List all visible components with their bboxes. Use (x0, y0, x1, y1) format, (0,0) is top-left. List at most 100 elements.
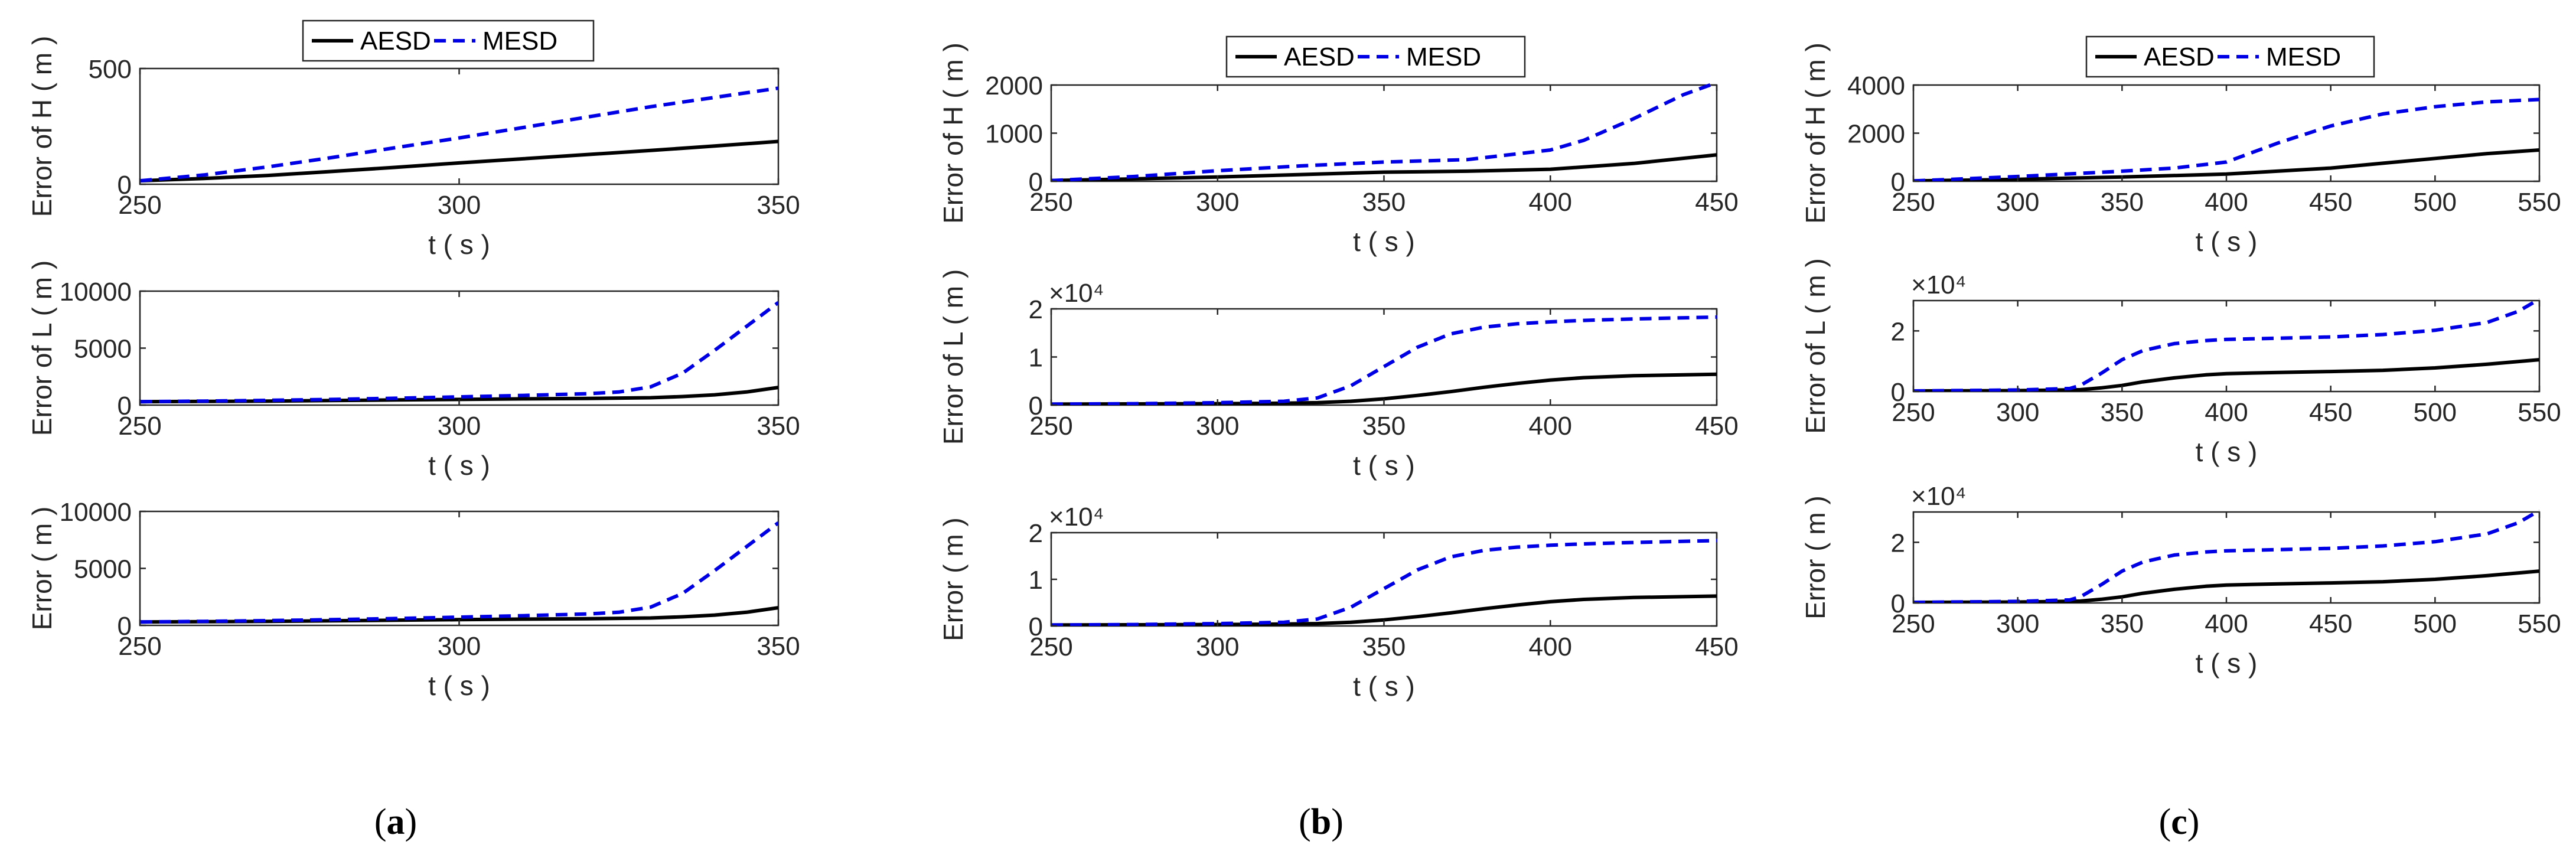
y-axis-label: Error of H ( m ) (27, 36, 57, 217)
y-axis-label: Error of L ( m ) (1800, 258, 1831, 433)
y-tick-label: 0 (118, 171, 132, 200)
x-axis-label: t ( s ) (2196, 648, 2258, 679)
x-tick-label: 350 (757, 191, 800, 220)
y-tick-label: 500 (89, 55, 132, 84)
subplot-a-1: 250 300 350 0 5000 10000 t ( s ) Error of L ( m… (27, 260, 800, 481)
legend-mesd-label: MESD (1406, 43, 1481, 71)
x-tick-label: 450 (1695, 632, 1738, 661)
plot-area (139, 290, 780, 406)
y-tick-label: 10000 (60, 498, 132, 527)
x-tick-label: 350 (1362, 632, 1406, 661)
subplot-c-6: 250 300 350 400 450 500 550 0 2000 4000 t ( s ) Err… (1800, 43, 2561, 257)
x-tick-label: 250 (1029, 632, 1072, 661)
x-tick-label: 300 (438, 632, 481, 661)
subplot-c-8: 250 300 350 400 450 500 550 0 2×10⁴ t ( s ) Error … (1800, 482, 2561, 679)
x-tick-label: 250 (1892, 609, 1935, 638)
x-tick-label: 400 (2205, 188, 2248, 217)
x-tick-label: 350 (1362, 412, 1406, 441)
y-tick-label: 0 (1891, 168, 1905, 197)
y-tick-label: 2000 (1847, 120, 1905, 149)
caption-a-letter: a (387, 802, 405, 842)
x-tick-label: 300 (438, 191, 481, 220)
x-tick-label: 250 (118, 632, 161, 661)
x-tick-label: 450 (2309, 609, 2352, 638)
y-exponent-label: ×10⁴ (1911, 482, 1967, 511)
series-line-aesd (1913, 148, 2539, 181)
series-line-mesd (1913, 510, 2539, 603)
x-tick-label: 350 (757, 412, 800, 441)
y-tick-label: 0 (1891, 378, 1905, 407)
x-tick-label: 400 (2205, 398, 2248, 427)
series-line-aesd (1051, 372, 1717, 405)
plot-area (1050, 308, 1718, 406)
x-axis-label: t ( s ) (1353, 671, 1415, 702)
x-tick-label: 450 (1695, 412, 1738, 441)
series-line-aesd (140, 386, 778, 404)
subplot-b-3: 250 300 350 400 450 0 1000 2000 t ( s ) Error of … (938, 43, 1739, 257)
x-tick-label: 350 (2101, 609, 2144, 638)
x-tick-label: 250 (1029, 412, 1072, 441)
x-tick-label: 500 (2414, 609, 2457, 638)
y-exponent-label: ×10⁴ (1911, 270, 1967, 299)
y-tick-label: 5000 (74, 555, 132, 584)
series-line-mesd (1051, 539, 1717, 626)
series-line-mesd (1051, 315, 1717, 405)
series-line-mesd (1913, 97, 2539, 181)
x-tick-label: 250 (1892, 398, 1935, 427)
series-line-aesd (1051, 594, 1717, 626)
y-tick-label: 0 (118, 612, 132, 641)
y-tick-label: 0 (1029, 612, 1043, 641)
legend-aesd-label: AESD (360, 27, 431, 56)
legend-c: AESD MESD (2085, 35, 2375, 78)
x-axis-label: t ( s ) (2196, 436, 2258, 467)
legend-mesd-label: MESD (2266, 43, 2341, 71)
x-tick-label: 550 (2518, 609, 2561, 638)
legend-aesd-label: AESD (1284, 43, 1355, 71)
y-tick-label: 1 (1029, 344, 1043, 373)
plot-area (1912, 84, 2541, 182)
series-line-mesd (1913, 298, 2539, 392)
x-tick-label: 400 (2205, 609, 2248, 638)
y-tick-label: 0 (1029, 392, 1043, 420)
x-tick-label: 400 (1529, 632, 1572, 661)
x-tick-label: 300 (1196, 412, 1239, 441)
x-axis-label: t ( s ) (1353, 226, 1415, 257)
series-line-mesd (140, 521, 778, 624)
x-tick-label: 400 (1529, 412, 1572, 441)
caption-b-letter: b (1311, 802, 1331, 842)
x-tick-label: 250 (1892, 188, 1935, 217)
caption-c-letter: c (2171, 802, 2187, 842)
y-axis-label: Error of L ( m ) (938, 269, 969, 445)
x-tick-label: 250 (118, 191, 161, 220)
y-tick-label: 2 (1029, 295, 1043, 324)
y-axis-label: Error of H ( m ) (1800, 43, 1831, 224)
legend-a: AESD MESD (302, 19, 595, 62)
y-axis-label: Error ( m ) (1800, 495, 1831, 619)
subplot-c-7: 250 300 350 400 450 500 550 0 2×10⁴ t ( s ) Error … (1800, 258, 2561, 467)
x-tick-label: 450 (2309, 188, 2352, 217)
plot-area (1912, 511, 2541, 604)
x-tick-label: 450 (2309, 398, 2352, 427)
y-exponent-label: ×10⁴ (1049, 279, 1104, 308)
x-tick-label: 300 (1996, 188, 2039, 217)
series-line-mesd (140, 301, 778, 404)
x-axis-label: t ( s ) (2196, 226, 2258, 257)
subplots: 250 300 350 0 500 t ( s ) Error of H ( m ) 250 3… (27, 36, 2561, 702)
x-tick-label: 350 (2101, 398, 2144, 427)
plot-area (1912, 299, 2541, 393)
y-tick-label: 2 (1891, 317, 1905, 346)
series-line-mesd (1051, 83, 1717, 181)
x-tick-label: 550 (2518, 398, 2561, 427)
x-tick-label: 450 (1695, 188, 1738, 217)
caption-b: (b) (1299, 802, 1344, 842)
x-tick-label: 350 (757, 632, 800, 661)
subplot-a-0: 250 300 350 0 500 t ( s ) Error of H ( m ) (27, 36, 800, 260)
y-tick-label: 2 (1029, 519, 1043, 548)
y-tick-label: 1000 (985, 120, 1043, 149)
x-axis-label: t ( s ) (428, 229, 490, 260)
subplot-b-4: 250 300 350 400 450 0 1 2×10⁴ t ( s ) Error of L … (938, 269, 1739, 481)
x-tick-label: 300 (1996, 398, 2039, 427)
x-axis-label: t ( s ) (428, 670, 490, 701)
legend-aesd-label: AESD (2144, 43, 2215, 71)
